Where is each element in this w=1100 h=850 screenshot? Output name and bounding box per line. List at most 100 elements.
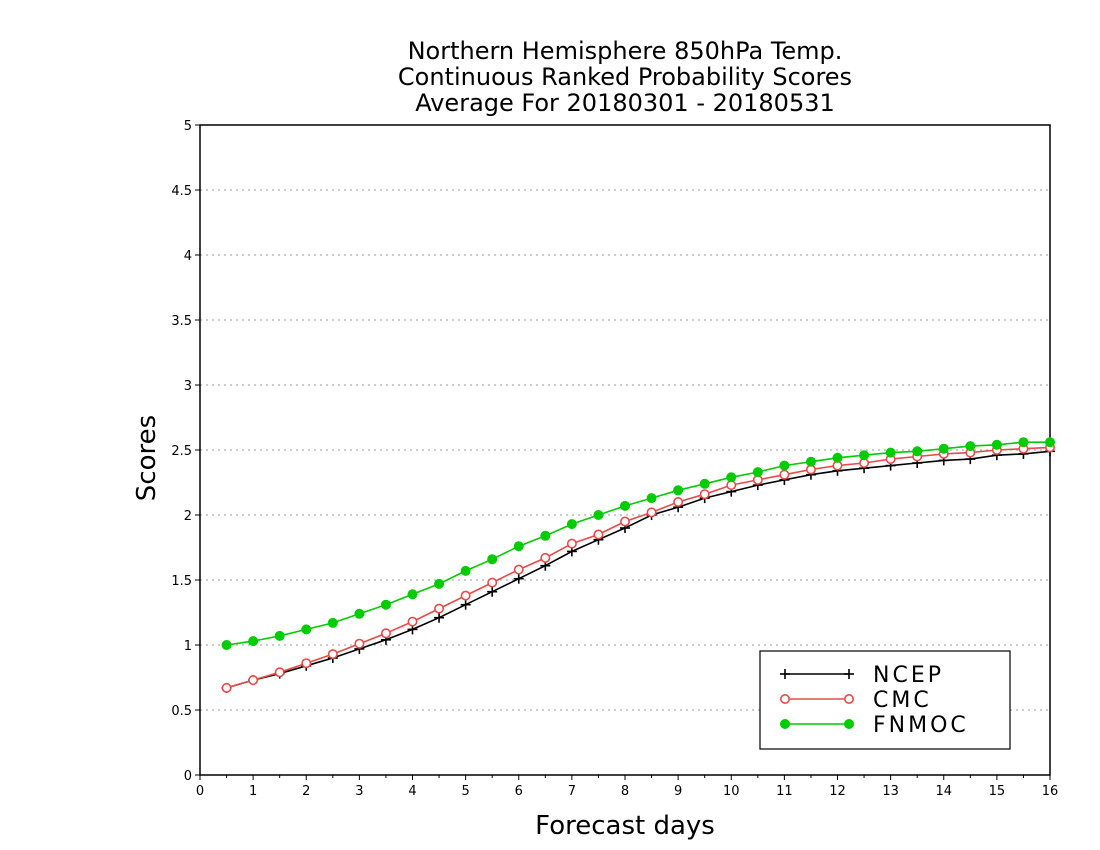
y-tick-label: 1 (184, 639, 192, 654)
fnmoc-point (434, 578, 445, 589)
cmc-point (699, 489, 710, 500)
cmc-point (248, 675, 259, 686)
chart-title-line-1: Northern Hemisphere 850hPa Temp. (407, 37, 843, 65)
cmc-point (274, 667, 285, 678)
fnmoc-point (805, 456, 816, 467)
ncep-point (460, 599, 471, 610)
legend-box (759, 650, 1011, 750)
fnmoc-point (540, 530, 551, 541)
x-tick-label: 1 (249, 784, 257, 799)
fnmoc-point (354, 608, 365, 619)
cmc-point (673, 496, 684, 507)
x-tick-label: 5 (461, 784, 469, 799)
cmc-point (540, 552, 551, 563)
x-tick-label: 7 (568, 784, 576, 799)
ncep-point (434, 612, 445, 623)
legend-label-fnmoc: FNMOC (873, 713, 969, 738)
x-tick-label: 8 (621, 784, 629, 799)
cmc-point (354, 638, 365, 649)
y-tick-label: 0.5 (171, 704, 192, 719)
x-tick-label: 0 (196, 784, 204, 799)
fnmoc-point (859, 450, 870, 461)
legend-marker-cmc (779, 693, 790, 704)
x-tick-label: 12 (829, 784, 846, 799)
fnmoc-point (699, 478, 710, 489)
fnmoc-point (726, 472, 737, 483)
legend-marker-fnmoc (844, 719, 854, 729)
fnmoc-point (513, 541, 524, 552)
x-axis-title: Forecast days (535, 811, 715, 841)
series-group (221, 437, 1056, 693)
fnmoc-point (912, 446, 923, 457)
y-tick-label: 3 (184, 379, 192, 394)
fnmoc-point (832, 452, 843, 463)
chart-title-line-2: Continuous Ranked Probability Scores (397, 63, 853, 91)
fnmoc-point (646, 493, 657, 504)
fnmoc-point (885, 447, 896, 458)
cmc-point (460, 590, 471, 601)
cmc-point (593, 529, 604, 540)
cmc-point (434, 603, 445, 614)
fnmoc-line (226, 441, 1050, 646)
legend-label-cmc: CMC (873, 688, 932, 713)
x-tick-label: 11 (776, 784, 793, 799)
fnmoc-point (407, 589, 418, 600)
fnmoc-point (301, 624, 312, 635)
series-cmc (221, 442, 1056, 693)
x-tick-label: 4 (408, 784, 416, 799)
y-tick-label: 3.5 (171, 314, 192, 329)
legend-marker-cmc (843, 693, 854, 704)
fnmoc-point (248, 636, 259, 647)
cmc-point (301, 658, 312, 669)
fnmoc-point (327, 617, 338, 628)
fnmoc-point (460, 565, 471, 576)
legend-marker-ncep (780, 669, 790, 679)
y-tick-label: 2 (184, 509, 192, 524)
cmc-point (619, 516, 630, 527)
legend-label-ncep: NCEP (873, 663, 944, 688)
fnmoc-point (1018, 437, 1029, 448)
fnmoc-point (274, 630, 285, 641)
y-axis-title: Scores (132, 415, 162, 501)
y-tick-label: 4 (184, 249, 192, 264)
legend-marker-fnmoc (780, 719, 790, 729)
fnmoc-point (752, 467, 763, 478)
x-tick-label: 10 (723, 784, 740, 799)
y-tick-label: 0 (184, 769, 192, 784)
ncep-point (513, 573, 524, 584)
fnmoc-point (673, 485, 684, 496)
cmc-point (566, 538, 577, 549)
fnmoc-point (487, 554, 498, 565)
series-fnmoc (221, 437, 1055, 650)
cmc-point (779, 469, 790, 480)
legend-marker-ncep (844, 669, 854, 679)
x-tick-label: 14 (935, 784, 952, 799)
cmc-point (380, 628, 391, 639)
fnmoc-point (221, 640, 232, 650)
fnmoc-point (620, 500, 630, 511)
cmc-point (487, 577, 498, 588)
y-tick-label: 2.5 (171, 444, 192, 459)
fnmoc-point (380, 599, 391, 610)
x-tick-label: 13 (882, 784, 899, 799)
fnmoc-point (938, 443, 949, 454)
x-tick-label: 15 (989, 784, 1006, 799)
x-tick-label: 9 (674, 784, 682, 799)
y-tick-label: 5 (184, 119, 192, 134)
fnmoc-point (779, 460, 790, 471)
cmc-point (646, 507, 657, 518)
axis-ticks: 00.511.522.533.544.550 1 2 3 4 5 6 7 8 9 10 11 12 13 1… (171, 119, 1058, 799)
x-tick-label: 6 (515, 784, 523, 799)
y-tick-label: 4.5 (171, 184, 192, 199)
cmc-point (327, 649, 338, 660)
chart-title-line-3: Average For 20180301 - 20180531 (415, 89, 835, 117)
x-tick-label: 2 (302, 784, 310, 799)
x-tick-label: 3 (355, 784, 363, 799)
fnmoc-point (566, 519, 577, 530)
fnmoc-point (965, 441, 976, 452)
y-tick-label: 1.5 (171, 574, 192, 589)
cmc-point (513, 564, 524, 575)
fnmoc-point (593, 510, 604, 520)
